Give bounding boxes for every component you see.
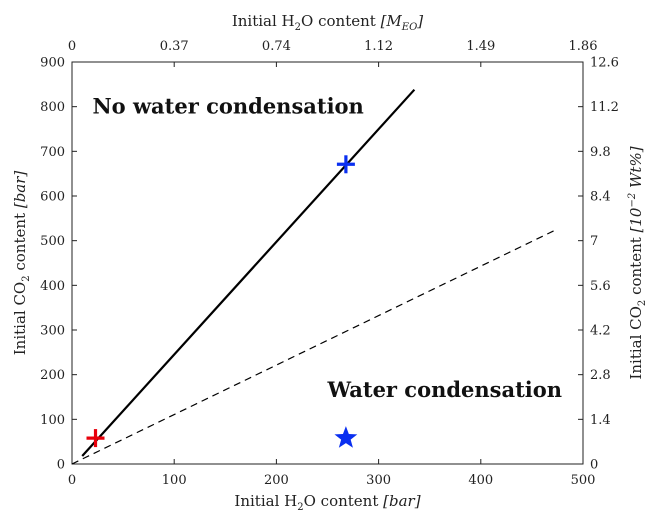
bottom-tick-label: 300 [366, 473, 391, 488]
plot-frame [71, 61, 584, 465]
left-tick-label: 900 [40, 56, 65, 71]
left-tick-label: 0 [57, 458, 65, 473]
annotation-layer: No water condensation Water condensation [92, 93, 562, 402]
marker-layer [86, 155, 358, 448]
top-tick-label: 0.37 [160, 39, 189, 54]
series-layer [71, 88, 558, 465]
left-ticks: 0 100 200 300 400 500 600 700 800 900 [40, 56, 77, 473]
right-tick-label: 9.8 [590, 145, 611, 160]
right-tick-label: 5.6 [590, 279, 611, 294]
region-annotation: No water condensation [92, 93, 363, 118]
left-tick-label: 800 [40, 100, 65, 115]
plus-marker [336, 155, 355, 174]
top-tick-label: 0 [68, 39, 76, 54]
bottom-tick-label: 200 [264, 473, 289, 488]
left-tick-label: 500 [40, 234, 65, 249]
right-tick-label: 12.6 [590, 56, 619, 71]
right-tick-label: 1.4 [590, 413, 611, 428]
bottom-ticks: 0 100 200 300 400 500 [68, 459, 596, 488]
top-tick-label: 0.74 [262, 39, 291, 54]
right-ticks: 0 1.4 2.8 4.2 5.6 7 8.4 9.8 11.2 12.6 [578, 56, 619, 473]
left-tick-label: 300 [40, 324, 65, 339]
dashed-line [71, 228, 558, 465]
left-tick-label: 700 [40, 145, 65, 160]
star-marker [334, 426, 358, 448]
right-tick-label: 8.4 [590, 190, 611, 205]
right-tick-label: 7 [590, 234, 598, 249]
region-annotation: Water condensation [327, 377, 563, 402]
right-tick-label: 4.2 [590, 324, 611, 339]
solid-line [81, 88, 416, 457]
top-tick-label: 1.12 [364, 39, 393, 54]
y-axis-label-right: Initial CO2 content [10−2 Wt%] [627, 146, 647, 379]
right-tick-label: 0 [590, 458, 598, 473]
left-tick-label: 400 [40, 279, 65, 294]
right-tick-label: 11.2 [590, 100, 619, 115]
bottom-tick-label: 500 [571, 473, 596, 488]
top-tick-label: 1.86 [569, 39, 598, 54]
right-tick-label: 2.8 [590, 368, 611, 383]
bottom-tick-label: 400 [468, 473, 493, 488]
bottom-tick-label: 100 [162, 473, 187, 488]
left-tick-label: 600 [40, 190, 65, 205]
top-ticks: 0 0.37 0.74 1.12 1.49 1.86 [68, 39, 598, 67]
x-axis-label-bottom: Initial H2O content [bar] [234, 492, 420, 511]
y-axis-label-left: Initial CO2 content [bar] [11, 171, 32, 356]
top-tick-label: 1.49 [466, 39, 495, 54]
x-axis-label-top: Initial H2O content [MEO] [232, 12, 423, 33]
left-tick-label: 200 [40, 368, 65, 383]
plus-marker [86, 429, 105, 448]
left-tick-label: 100 [40, 413, 65, 428]
bottom-tick-label: 0 [68, 473, 76, 488]
